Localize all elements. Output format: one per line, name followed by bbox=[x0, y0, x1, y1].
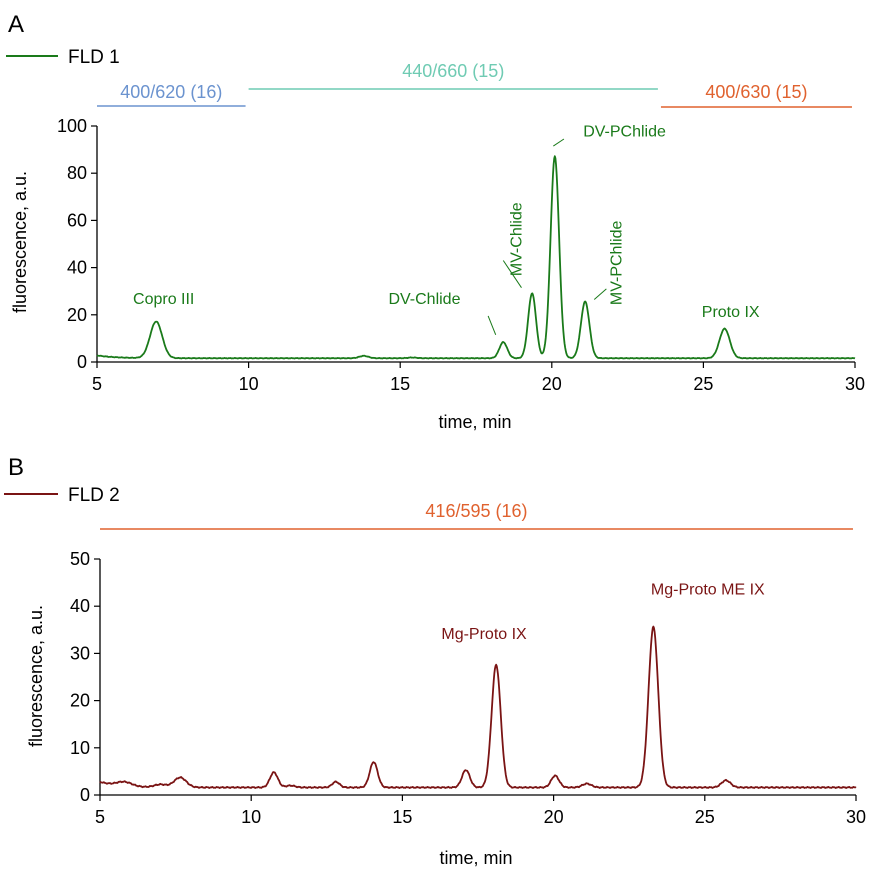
x-tick-label-a: 5 bbox=[92, 374, 102, 394]
peak-label: Mg-Proto IX bbox=[441, 626, 527, 643]
peak-label: DV-PChlide bbox=[583, 124, 666, 141]
panel-label-a: A bbox=[8, 11, 24, 38]
wavelength-range-label: 440/660 (15) bbox=[402, 61, 504, 81]
peak-label: Copro III bbox=[133, 291, 194, 308]
peak-label: MV-Chlide bbox=[508, 202, 525, 276]
y-tick-label-b: 50 bbox=[70, 549, 90, 569]
legend-label-fld1: FLD 1 bbox=[68, 47, 120, 68]
y-tick-label-b: 10 bbox=[70, 738, 90, 758]
wavelength-range-value: 400/620 bbox=[120, 82, 185, 102]
panel-label-b: B bbox=[8, 454, 24, 481]
y-tick-label-b: 0 bbox=[80, 785, 90, 805]
y-tick-label-a: 100 bbox=[57, 116, 87, 136]
y-tick-label-b: 20 bbox=[70, 691, 90, 711]
annotation-leader bbox=[553, 138, 565, 147]
wavelength-range-label: 400/620 (16) bbox=[120, 82, 222, 102]
x-tick-label-b: 30 bbox=[846, 807, 866, 827]
peak-label: MV-PChlide bbox=[609, 221, 626, 306]
annotation-leader bbox=[593, 288, 607, 300]
wavelength-range-ref: (15) bbox=[775, 82, 807, 102]
y-tick-label-a: 0 bbox=[77, 352, 87, 372]
x-tick-label-b: 15 bbox=[392, 807, 412, 827]
wavelength-range-label: 400/630 (15) bbox=[705, 82, 807, 102]
x-tick-label-a: 20 bbox=[542, 374, 562, 394]
peak-label: Mg-Proto ME IX bbox=[651, 581, 765, 598]
y-tick-label-a: 20 bbox=[67, 305, 87, 325]
x-tick-label-a: 15 bbox=[390, 374, 410, 394]
y-tick-label-a: 40 bbox=[67, 258, 87, 278]
wavelength-range-ref: (16) bbox=[496, 501, 528, 521]
wavelength-range-value: 400/630 bbox=[705, 82, 770, 102]
legend-label-fld2: FLD 2 bbox=[68, 485, 120, 506]
y-axis-label-a: fluorescence, a.u. bbox=[10, 171, 30, 313]
y-tick-label-a: 80 bbox=[67, 163, 87, 183]
wavelength-range-value: 440/660 bbox=[402, 61, 467, 81]
wavelength-range-label: 416/595 (16) bbox=[425, 501, 527, 521]
panel-a: A FLD 1 fluorescence, a.u. time, min 5 10… bbox=[6, 11, 865, 432]
x-tick-label-b: 10 bbox=[241, 807, 261, 827]
x-tick-label-b: 25 bbox=[695, 807, 715, 827]
x-tick-label-a: 25 bbox=[693, 374, 713, 394]
peak-label: DV-Chlide bbox=[388, 291, 460, 308]
y-tick-label-a: 60 bbox=[67, 210, 87, 230]
x-axis-label-a: time, min bbox=[438, 412, 511, 432]
y-tick-label-b: 40 bbox=[70, 596, 90, 616]
y-axis-label-b: fluorescence, a.u. bbox=[26, 605, 46, 747]
series-line-a bbox=[96, 155, 856, 360]
panel-b: B FLD 2 fluorescence, a.u. time, min 5 10… bbox=[4, 454, 866, 868]
x-tick-label-a: 30 bbox=[845, 374, 865, 394]
x-tick-label-b: 5 bbox=[95, 807, 105, 827]
peak-label: Proto IX bbox=[702, 304, 760, 321]
wavelength-range-ref: (16) bbox=[190, 82, 222, 102]
x-axis-label-b: time, min bbox=[439, 848, 512, 868]
y-tick-label-b: 30 bbox=[70, 643, 90, 663]
annotation-leader bbox=[502, 260, 522, 288]
annotation-leader bbox=[487, 315, 497, 336]
series-line-b bbox=[99, 625, 857, 789]
x-tick-label-a: 10 bbox=[239, 374, 259, 394]
wavelength-range-ref: (15) bbox=[472, 61, 504, 81]
wavelength-range-value: 416/595 bbox=[425, 501, 490, 521]
x-tick-label-b: 20 bbox=[544, 807, 564, 827]
